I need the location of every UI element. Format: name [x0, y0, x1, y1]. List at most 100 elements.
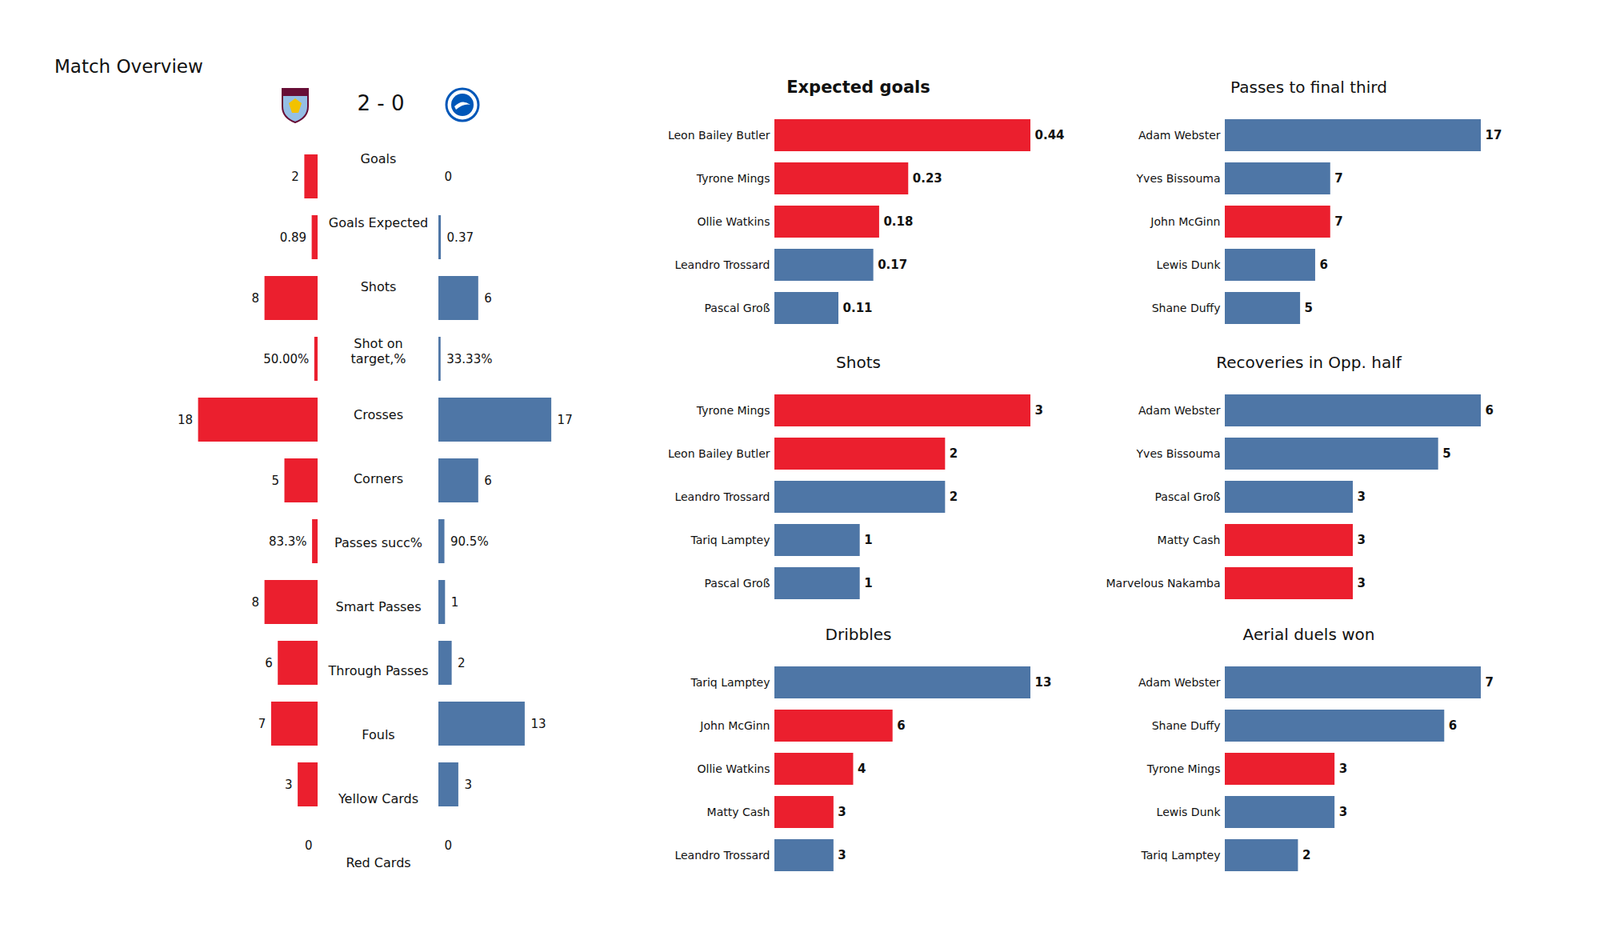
svg-text:13: 13	[530, 716, 546, 732]
svg-text:2: 2	[1302, 848, 1311, 863]
svg-text:90.5%: 90.5%	[450, 534, 489, 549]
svg-text:0.17: 0.17	[877, 257, 908, 272]
svg-text:Yellow Cards: Yellow Cards	[337, 791, 419, 807]
svg-text:Shots: Shots	[360, 279, 397, 295]
svg-text:4: 4	[857, 761, 866, 776]
html-text:Passes to final third: Passes to final third	[1230, 77, 1388, 97]
svg-text:18: 18	[177, 412, 193, 428]
svg-text:Tyrone Mings: Tyrone Mings	[696, 172, 771, 185]
svg-text:7: 7	[1334, 171, 1343, 186]
svg-text:1: 1	[864, 532, 872, 548]
svg-text:Yves Bissouma: Yves Bissouma	[1136, 172, 1221, 185]
svg-text:50.00%: 50.00%	[263, 352, 309, 367]
svg-text:33.33%: 33.33%	[446, 352, 492, 367]
svg-text:83.3%: 83.3%	[268, 534, 308, 549]
svg-text:8: 8	[252, 595, 260, 610]
svg-text:3: 3	[1339, 804, 1348, 820]
svg-text:0.89: 0.89	[280, 230, 307, 245]
svg-text:0.37: 0.37	[447, 230, 474, 245]
svg-text:6: 6	[1448, 718, 1457, 733]
svg-text:Goals Expected: Goals Expected	[328, 215, 429, 231]
svg-text:Pascal Groß: Pascal Groß	[1155, 490, 1221, 504]
svg-text:8: 8	[252, 291, 260, 306]
svg-text:Tariq Lamptey: Tariq Lamptey	[1140, 848, 1220, 862]
svg-text:3: 3	[1339, 761, 1348, 776]
svg-text:17: 17	[557, 412, 573, 428]
svg-text:0.11: 0.11	[843, 300, 873, 316]
svg-text:7: 7	[1334, 214, 1343, 229]
svg-text:3: 3	[837, 804, 846, 820]
svg-text:3: 3	[1357, 489, 1366, 504]
svg-text:Shot ontarget,%: Shot ontarget,%	[351, 336, 407, 366]
svg-text:5: 5	[1304, 300, 1313, 316]
svg-text:3: 3	[1357, 576, 1366, 591]
svg-text:3: 3	[1035, 403, 1044, 418]
svg-text:6: 6	[1485, 403, 1494, 418]
svg-text:Lewis Dunk: Lewis Dunk	[1156, 805, 1222, 819]
svg-text:Goals: Goals	[360, 151, 397, 167]
svg-text:Tariq Lamptey: Tariq Lamptey	[689, 533, 770, 547]
html-text:Expected goals: Expected goals	[786, 77, 931, 97]
svg-text:3: 3	[464, 777, 472, 792]
svg-text:Leandro Trossard: Leandro Trossard	[674, 848, 770, 862]
svg-text:Tyrone Mings: Tyrone Mings	[696, 404, 771, 417]
svg-text:0.44: 0.44	[1035, 128, 1065, 143]
svg-text:Tyrone Mings: Tyrone Mings	[1146, 762, 1221, 776]
svg-text:2: 2	[949, 446, 958, 461]
svg-text:Leandro Trossard: Leandro Trossard	[674, 258, 770, 272]
svg-text:Ollie Watkins: Ollie Watkins	[697, 762, 771, 776]
svg-text:7: 7	[258, 716, 267, 732]
svg-text:6: 6	[1319, 257, 1328, 272]
svg-text:Leon Bailey Butler: Leon Bailey Butler	[668, 447, 771, 460]
svg-text:John McGinn: John McGinn	[699, 719, 770, 732]
svg-text:Leandro Trossard: Leandro Trossard	[674, 490, 770, 504]
svg-text:6: 6	[896, 718, 905, 733]
svg-text:3: 3	[1357, 532, 1366, 548]
svg-text:Fouls: Fouls	[361, 727, 395, 743]
svg-text:Smart Passes: Smart Passes	[335, 599, 421, 615]
svg-text:2: 2	[457, 656, 466, 671]
svg-text:13: 13	[1035, 675, 1052, 690]
svg-text:Passes succ%: Passes succ%	[334, 535, 423, 551]
svg-text:Yves Bissouma: Yves Bissouma	[1136, 447, 1221, 460]
svg-text:Pascal Groß: Pascal Groß	[704, 576, 771, 590]
svg-text:Adam Webster: Adam Webster	[1138, 676, 1221, 689]
svg-text:0: 0	[304, 838, 313, 853]
svg-text:Shane Duffy: Shane Duffy	[1152, 719, 1221, 732]
svg-text:1: 1	[864, 576, 872, 591]
html-text:2 - 0: 2 - 0	[357, 91, 405, 116]
svg-text:Crosses: Crosses	[353, 407, 404, 423]
svg-text:5: 5	[1442, 446, 1451, 461]
svg-text:5: 5	[271, 473, 280, 488]
svg-text:0.23: 0.23	[912, 171, 943, 186]
svg-text:2: 2	[949, 489, 958, 504]
svg-text:6: 6	[484, 291, 492, 306]
svg-text:Matty Cash: Matty Cash	[1157, 533, 1221, 547]
html-text:Match Overview: Match Overview	[54, 56, 204, 77]
svg-text:Adam Webster: Adam Webster	[1138, 128, 1221, 142]
svg-text:Lewis Dunk: Lewis Dunk	[1156, 258, 1222, 272]
svg-text:2: 2	[291, 169, 300, 184]
svg-text:Leon Bailey Butler: Leon Bailey Butler	[668, 128, 771, 142]
svg-text:Corners: Corners	[353, 471, 404, 487]
svg-text:Adam Webster: Adam Webster	[1138, 404, 1221, 417]
svg-text:0.18: 0.18	[883, 214, 913, 229]
svg-text:1: 1	[451, 595, 460, 610]
svg-text:3: 3	[837, 848, 846, 863]
svg-text:Ollie Watkins: Ollie Watkins	[697, 215, 771, 228]
svg-text:Marvelous Nakamba: Marvelous Nakamba	[1106, 576, 1221, 590]
svg-text:Through Passes: Through Passes	[327, 663, 428, 679]
svg-text:0: 0	[444, 838, 453, 853]
svg-text:17: 17	[1485, 128, 1503, 143]
svg-text:Tariq Lamptey: Tariq Lamptey	[689, 676, 770, 689]
svg-text:John McGinn: John McGinn	[1149, 215, 1220, 228]
svg-text:Shane Duffy: Shane Duffy	[1152, 301, 1221, 315]
svg-text:Pascal Groß: Pascal Groß	[704, 301, 771, 315]
svg-text:6: 6	[264, 656, 273, 671]
svg-text:6: 6	[484, 473, 492, 488]
svg-text:7: 7	[1485, 675, 1494, 690]
svg-text:0: 0	[444, 169, 453, 184]
svg-text:3: 3	[284, 777, 293, 792]
svg-text:Matty Cash: Matty Cash	[707, 805, 771, 819]
svg-text:Red Cards: Red Cards	[345, 855, 411, 871]
